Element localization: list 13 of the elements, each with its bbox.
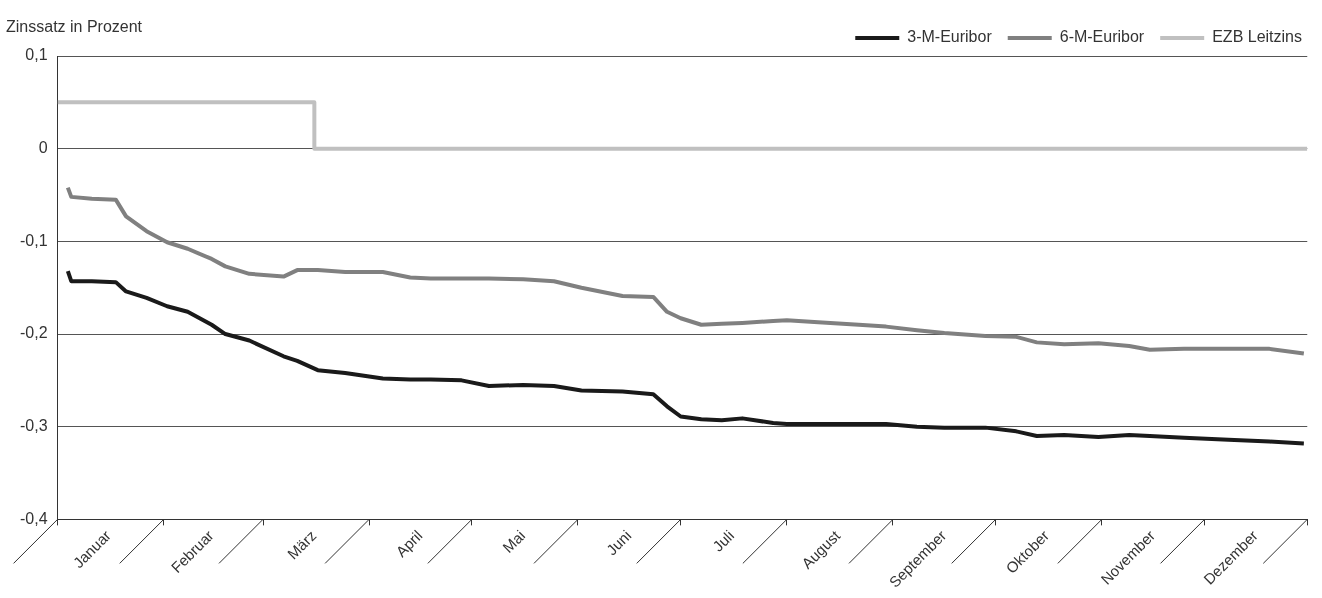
legend-label: EZB Leitzins [1212, 28, 1302, 46]
y-tick-label: -0,4 [19, 509, 48, 527]
x-tick-label: Mai [499, 526, 529, 556]
x-tick-label: Juli [709, 526, 738, 555]
y-tick-label: 0,1 [25, 46, 48, 64]
y-tick-label: -0,2 [19, 324, 48, 342]
y-tick-label: 0 [38, 139, 48, 157]
x-tick-label: Juni [602, 526, 635, 559]
legend-label: 3-M-Euribor [907, 28, 993, 46]
y-tick-label: -0,1 [19, 231, 48, 249]
y-axis-title: Zinssatz in Prozent [6, 18, 143, 36]
y-tick-label: -0,3 [19, 417, 48, 435]
legend-label: 6-M-Euribor [1059, 28, 1145, 46]
